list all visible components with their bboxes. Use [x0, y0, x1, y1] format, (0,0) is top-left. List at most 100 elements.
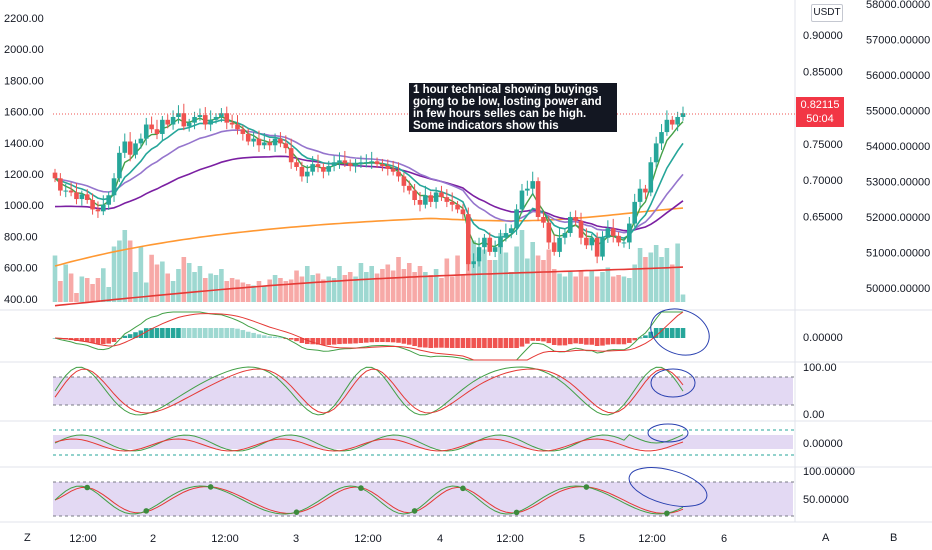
candle-body: [58, 178, 63, 191]
stoch-d-line: [54, 368, 684, 414]
macd-bar: [557, 338, 562, 346]
macd-bar: [74, 338, 79, 341]
macd-bar: [627, 338, 632, 343]
candle-body: [449, 201, 455, 205]
candle-body: [508, 228, 514, 234]
log-scale-button[interactable]: B: [890, 532, 898, 544]
bar-countdown: 50:04: [806, 113, 834, 125]
candle-body: [347, 163, 353, 167]
candle-body: [503, 233, 509, 238]
volume-bar: [235, 279, 240, 302]
candle-body: [213, 116, 219, 120]
volume-bar: [669, 264, 675, 302]
price-axis-tick-label: 0.85000: [803, 66, 843, 78]
candle-body: [326, 166, 332, 172]
volume-bar: [417, 266, 423, 302]
currency-badge[interactable]: USDT: [811, 4, 843, 22]
macd-bar: [433, 338, 439, 348]
rsi-axis-tick-label: 100.00000: [803, 466, 855, 478]
macd-bar: [621, 338, 627, 345]
macd-bar: [138, 330, 144, 338]
macd-bar: [84, 338, 90, 342]
macd-histogram: [52, 328, 686, 348]
volume-bar: [439, 278, 444, 302]
candle-body: [331, 162, 337, 167]
ema-teal-line: [54, 119, 684, 239]
candle-body: [455, 204, 460, 210]
volume-bar: [278, 278, 283, 302]
candle-body: [143, 124, 149, 139]
macd-bar: [101, 338, 106, 345]
time-axis-tick-label: 12:00: [211, 533, 239, 545]
candle-body: [482, 237, 487, 248]
volume-bar: [508, 272, 514, 302]
ma-lavender-line: [54, 129, 684, 234]
macd-bar: [229, 328, 235, 338]
candle-body: [63, 190, 69, 192]
rsi-cross-dot: [664, 510, 670, 517]
macd-bar: [310, 338, 315, 345]
volume-bar: [294, 270, 299, 302]
macd-bar: [396, 338, 401, 343]
macd-bar: [106, 338, 111, 344]
macd-bar: [530, 338, 536, 341]
macd-bar: [240, 330, 246, 338]
macd-bar: [127, 334, 133, 338]
rsi-cross-dot: [293, 509, 300, 515]
volume-bar: [315, 273, 321, 302]
volume-bar: [101, 268, 106, 302]
volume-bar: [160, 261, 165, 302]
candle-body: [557, 237, 562, 252]
rsi-cross-dot: [411, 508, 418, 514]
right-axis-tick-label: 58000.00000: [866, 0, 930, 11]
last-price-value: 0.82115: [800, 99, 840, 111]
time-axis-tick-label: 12:00: [638, 533, 666, 545]
macd-bar: [439, 338, 444, 348]
candle-body: [342, 160, 348, 164]
macd-bar: [487, 338, 493, 348]
left-axis-tick-label: 400.00: [4, 294, 38, 306]
candle-body: [680, 113, 686, 117]
volume-bar: [117, 240, 122, 302]
time-axis-tick-label: 12:00: [354, 533, 382, 545]
volume-bar: [208, 273, 213, 302]
auto-scale-button[interactable]: A: [822, 532, 830, 544]
hand-drawn-circle: [650, 308, 710, 356]
volume-bar: [659, 257, 664, 302]
macd-bar: [675, 328, 680, 338]
volume-bar: [364, 272, 369, 302]
volume-bar: [525, 258, 530, 302]
osc-line: [54, 434, 684, 452]
timezone-toggle[interactable]: Z: [24, 532, 31, 544]
candle-body: [74, 192, 79, 200]
candle-body: [133, 143, 138, 155]
volume-bar: [202, 278, 208, 302]
right-axis-tick-label: 52000.00000: [866, 212, 930, 224]
osc-signal-line: [54, 438, 684, 452]
volume-bar: [106, 287, 111, 302]
macd-bar: [465, 338, 471, 348]
macd-bar: [562, 338, 568, 346]
volume-bar: [245, 284, 251, 302]
macd-bar: [219, 328, 224, 338]
candle-body: [256, 138, 262, 146]
macd-bar: [202, 328, 208, 338]
volume-bar: [600, 272, 605, 302]
left-axis-tick-label: 1200.00: [4, 169, 44, 181]
annotation-callout[interactable]: 1 hour technical showing buyings going t…: [409, 83, 617, 132]
right-axis-tick-label: 56000.00000: [866, 70, 930, 82]
macd-bar: [605, 338, 611, 345]
macd-bar: [412, 338, 417, 347]
macd-bar: [503, 338, 509, 348]
ma-red-line: [54, 266, 684, 307]
candle-body: [380, 164, 385, 167]
candle-body: [364, 162, 369, 164]
volume-bar: [562, 276, 568, 302]
candle-body: [621, 242, 627, 244]
macd-bar: [578, 338, 584, 344]
macd-bar: [508, 338, 514, 348]
macd-line: [54, 311, 683, 361]
volume-bar: [653, 245, 659, 302]
candle-body: [240, 129, 246, 134]
